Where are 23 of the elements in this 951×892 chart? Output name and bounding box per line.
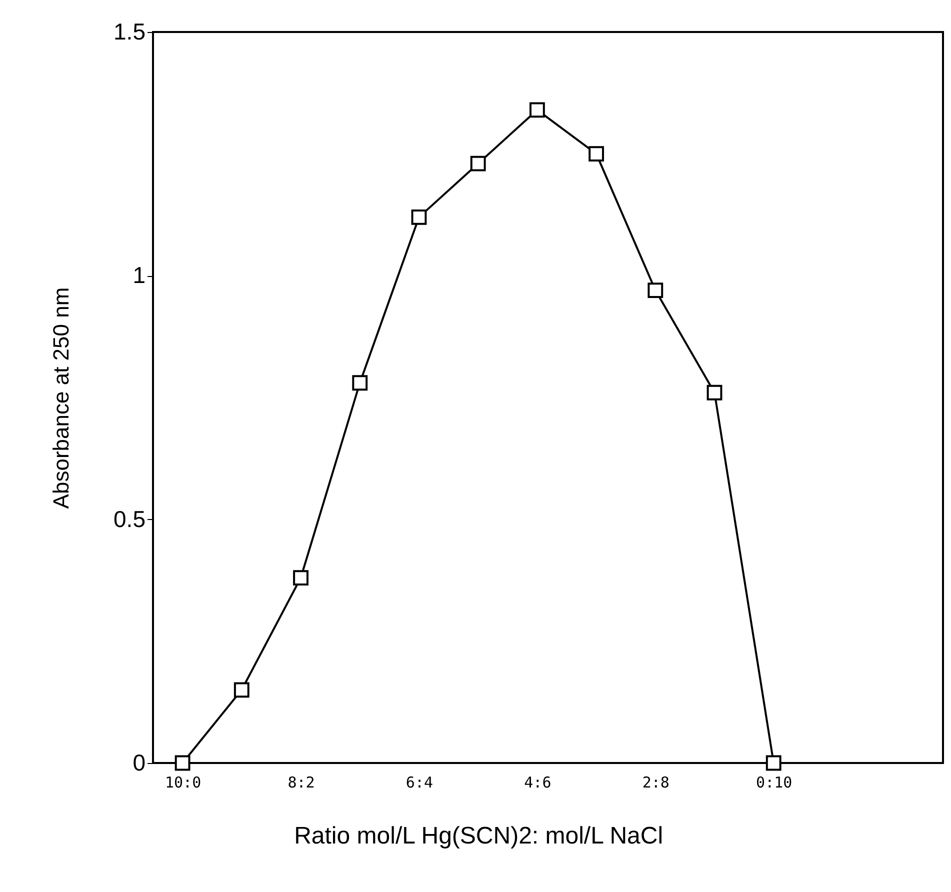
point [174, 755, 190, 771]
point [766, 755, 782, 771]
y-tick-label: 1 [132, 262, 146, 288]
x-tick-label: 2:8 [642, 774, 670, 792]
point [234, 682, 250, 698]
x-tick-label: 10:0 [164, 774, 202, 792]
x-tick-label: 0:10 [756, 774, 792, 792]
point [529, 102, 545, 118]
y-tick-label: 1.5 [114, 18, 146, 44]
x-tick-label: 6:4 [406, 774, 434, 792]
y-tick-label: 0 [132, 750, 146, 776]
point [706, 384, 722, 400]
point [470, 156, 486, 172]
point [352, 375, 368, 391]
point [588, 146, 604, 162]
point [648, 282, 664, 298]
x-axis-title: Ratio mol/L Hg(SCN)2: mol/L NaCl [294, 822, 664, 850]
x-tick-label: 8:2 [288, 774, 315, 792]
point [293, 570, 308, 586]
x-tick-label: 4:6 [524, 774, 552, 792]
y-axis-title: Absorbance at 250 nm [48, 287, 74, 509]
y-tick-label: 0.5 [114, 506, 146, 532]
point [411, 209, 427, 225]
